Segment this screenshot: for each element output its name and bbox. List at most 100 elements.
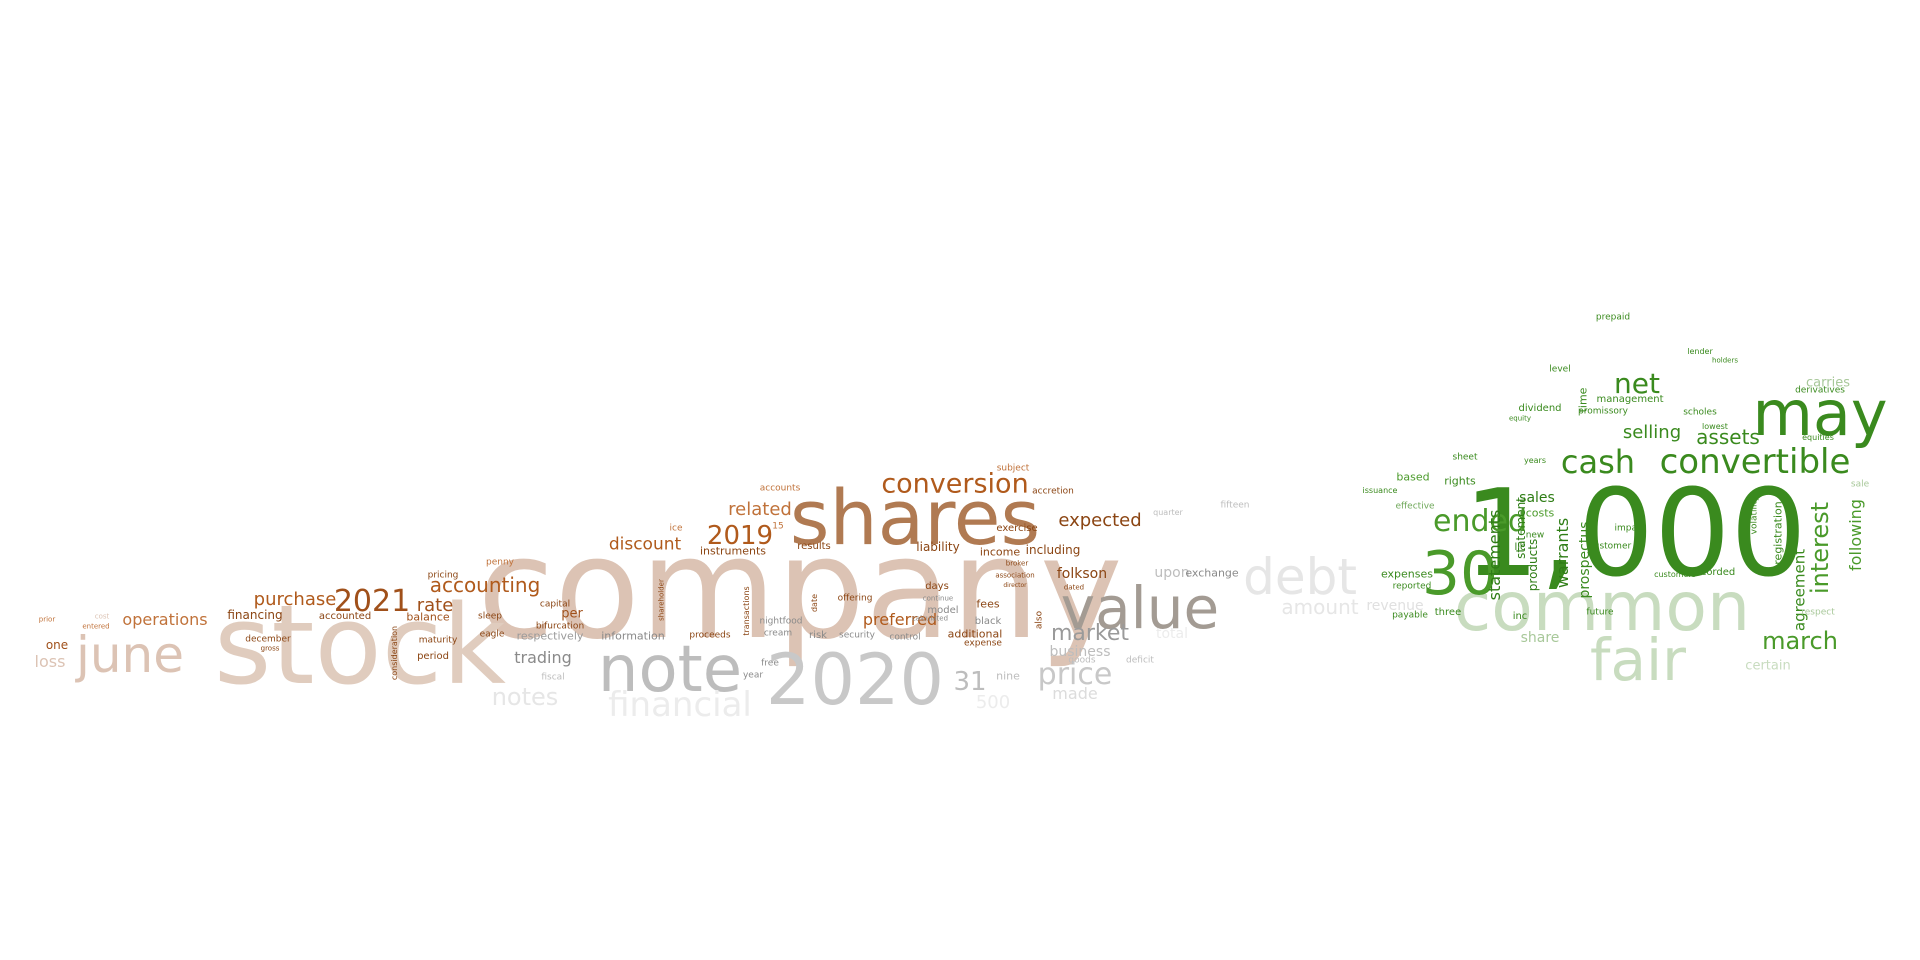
word-registration: registration [1771,501,1785,565]
word-following: following [1846,499,1865,571]
word-dated: subject [996,463,1030,474]
word-costs: costs [1525,506,1555,520]
word-including: including [1025,543,1081,557]
word-total: total [1155,626,1189,642]
word-black: black [974,616,1002,627]
word-years: years [1523,456,1547,465]
word-upon: upon [1154,565,1190,581]
word-payable: payable [1392,610,1428,621]
word-agreement: agreement [1790,548,1809,632]
word-debt: debt [1243,548,1357,606]
word-based: based [1396,470,1430,484]
word-scholes: scholes [1683,407,1717,418]
word-statements: statements [1485,509,1504,601]
word-convertible: convertible [1659,442,1851,482]
word-ice: rights [1444,474,1476,488]
word-operations: operations [122,610,208,629]
word-period: period [417,651,449,662]
word-bifurcation: bifurcation [535,621,585,632]
word-deficit: cost [94,612,110,621]
word-2020: 2020 [765,639,945,721]
word-rights: association [995,571,1035,580]
word-inc: inc [1512,611,1528,622]
word-exchange: exchange [1185,566,1239,580]
word-pricing: eagle [479,629,505,640]
word-balance: balance [406,610,450,624]
word-15: sale [1850,479,1870,490]
word-2019: 2019 [706,521,774,551]
word-level: level [1549,364,1571,375]
word-per: per [561,606,583,622]
word-assets: assets [1696,425,1760,449]
word-continue: quarter [1153,508,1183,517]
word-revenue: revenue [1366,598,1424,614]
word-proceeds: proceeds [689,630,731,641]
word-sheet: director [1003,582,1027,589]
word-goods: prior [38,615,56,624]
word-year: 500 [975,692,1011,713]
word-customer: customer [1588,541,1632,552]
word-1000: 1,000 [1463,465,1807,604]
word-maturity: maturity [418,635,458,646]
word-new: new [1525,530,1545,541]
word-information: information [601,629,665,643]
word-date: date [810,593,819,613]
word-effective: effective [1395,501,1435,512]
word-capital: capital [539,599,571,610]
word-impact: impact [1614,523,1646,534]
word-preferred: preferred [862,610,938,629]
word-calculated: goods [1068,655,1096,666]
word-trading: trading [514,648,572,667]
word-control: control [889,632,921,643]
word-subject: gross [260,644,280,653]
word-security: security [839,630,875,641]
word-business: business [1049,644,1111,660]
word-net: net [1614,367,1660,400]
word-consideration: consideration [390,625,399,681]
word-equity: equity [1508,414,1532,423]
word-2021: 2021 [333,584,411,619]
word-warrants: warrants [1553,517,1572,589]
word-eagle: nightfood [759,616,803,627]
word-prepaid: prepaid [1595,312,1631,323]
word-expected: expected [1058,510,1142,531]
word-31: 31 [953,667,987,697]
word-30: 30 [1421,539,1499,609]
word-customers: customers [1654,570,1696,579]
word-also: also [1034,610,1045,630]
word-share: share [1520,630,1560,646]
word-expense: fifteen [1220,500,1250,511]
word-note: note [597,633,743,707]
word-accounted: accounted [318,611,372,622]
word-market: market [1050,621,1130,646]
word-promissory: promissory [1578,406,1628,417]
word-lender: lender [1687,347,1713,356]
word-made: respect [1801,607,1835,618]
word-shareholder: shareholder [657,579,666,621]
word-broker: accretion [1032,486,1074,497]
word-income: income [979,545,1021,559]
word-accounts: accounts [759,483,801,494]
word-quarter: entered [82,622,110,631]
word-fifteen: continue [922,594,954,603]
word-carries: expense [964,638,1002,649]
word-december: fiscal [541,672,565,683]
word-director: dated [1063,583,1085,592]
word-value: value [1060,574,1220,642]
word-500: carries [1806,375,1850,391]
word-common: common [1453,568,1751,647]
word-nightfood: made [1052,684,1098,703]
word-transactions: transactions [742,586,751,636]
word-free: 15 [772,521,784,532]
word-gross: penny [486,557,514,568]
word-time: time [1576,387,1590,413]
word-dividend: dividend [1518,403,1562,414]
word-accretion: pricing [427,570,459,581]
word-amount: amount [1281,595,1359,619]
word-stock: stock [214,581,506,709]
word-june: june [75,626,185,684]
word-one: free [761,658,779,669]
word-certain: certain [1745,658,1791,674]
word-conversion: conversion [881,468,1029,500]
word-sale: calculated [911,614,949,623]
